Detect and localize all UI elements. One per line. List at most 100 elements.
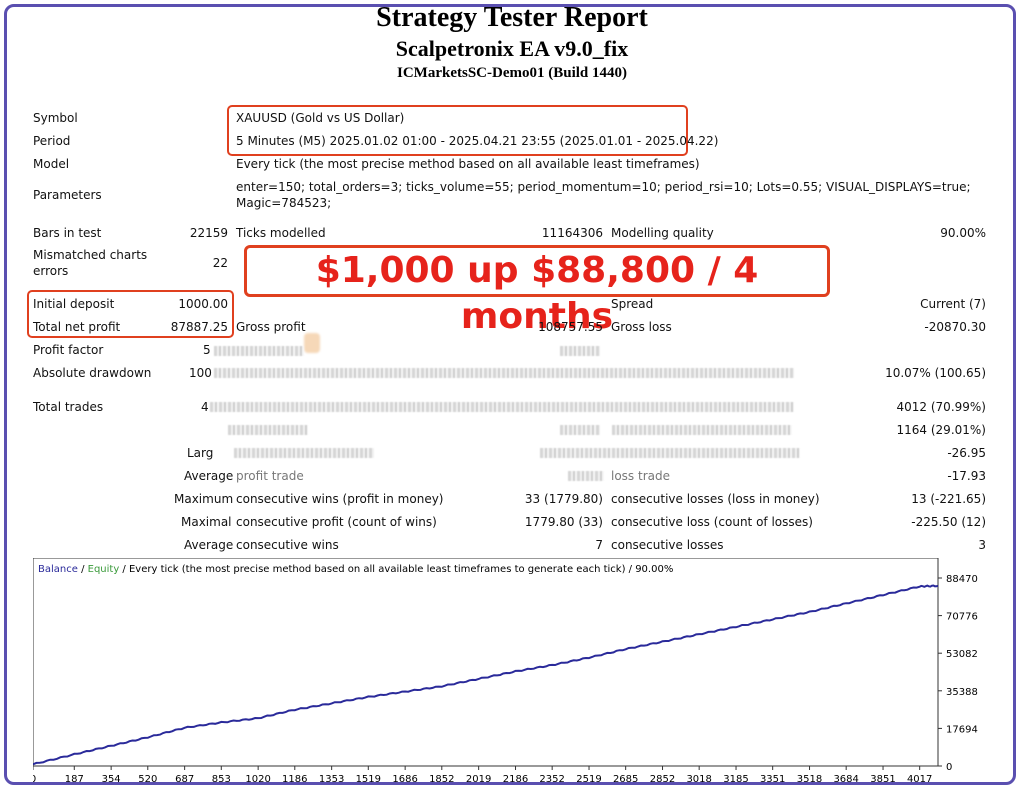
- profit-headline-overlay: $1,000 up $88,800 / 4 months: [244, 245, 830, 337]
- absolute-drawdown-value: 100: [189, 366, 212, 380]
- net-profit-label: Total net profit: [33, 320, 121, 334]
- parameters-label: Parameters: [33, 188, 102, 202]
- total-trades-value: 4: [201, 400, 209, 414]
- model-label: Model: [33, 157, 70, 171]
- x-tick-label: 2685: [613, 774, 638, 785]
- ticks-value: 11164306: [541, 226, 603, 240]
- mismatch-label-2: errors: [33, 264, 69, 278]
- y-tick-label: 70776: [946, 612, 978, 623]
- total-trades-label: Total trades: [33, 400, 104, 414]
- gross-loss-value: -20870.30: [924, 320, 986, 334]
- blurred-spot: [304, 333, 320, 353]
- quality-value: 90.00%: [940, 226, 986, 240]
- x-tick-label: 4017: [907, 774, 932, 785]
- maximal-loss-value: -225.50 (12): [911, 515, 986, 529]
- won-trades-value: 4012 (70.99%): [896, 400, 986, 414]
- redacted-text: [560, 425, 600, 435]
- balance-chart: Balance / Equity / Every tick (the most …: [33, 558, 978, 785]
- bars-value: 22159: [189, 226, 228, 240]
- period-label: Period: [33, 134, 71, 148]
- avg-cons-losses-value: 3: [978, 538, 986, 552]
- legend-rest: / Every tick (the most precise method ba…: [119, 564, 673, 575]
- plot-area: [33, 558, 939, 767]
- relative-drawdown-value: 10.07% (100.65): [885, 366, 986, 380]
- ticks-label: Ticks modelled: [236, 226, 326, 240]
- absolute-drawdown-label: Absolute drawdown: [33, 366, 152, 380]
- x-tick-label: 3684: [833, 774, 858, 785]
- avg-cons-wins-value: 7: [595, 538, 603, 552]
- max-wins-value: 33 (1779.80): [524, 492, 603, 506]
- x-tick-label: 2852: [650, 774, 675, 785]
- redacted-text: [214, 368, 794, 378]
- legend-balance: Balance: [38, 564, 78, 575]
- y-tick-label: 88470: [946, 574, 978, 585]
- x-tick-label: 2519: [576, 774, 601, 785]
- symbol-period-highlight: [227, 105, 688, 156]
- redacted-text: [540, 448, 800, 458]
- x-tick-label: 1020: [245, 774, 270, 785]
- x-tick-label: 687: [175, 774, 194, 785]
- parameters-line-2: Magic=784523;: [236, 196, 332, 210]
- svg-text:Balance / Equity / Every tick: Balance / Equity / Every tick (the most …: [38, 564, 673, 575]
- y-tick-label: 0: [946, 762, 952, 773]
- mismatch-value: 22: [212, 256, 228, 270]
- gross-profit-label: Gross profit: [236, 320, 306, 334]
- x-tick-label: 3018: [686, 774, 711, 785]
- lost-trades-value: 1164 (29.01%): [896, 423, 986, 437]
- maximal-profit-value: 1779.80 (33): [524, 515, 603, 529]
- gross-profit-value: 108757.55: [538, 320, 603, 334]
- x-tick-label: 3185: [723, 774, 748, 785]
- bars-label: Bars in test: [33, 226, 102, 240]
- profit-factor-label: Profit factor: [33, 343, 104, 357]
- max-losses-value: 13 (-221.65): [911, 492, 986, 506]
- report-title: Strategy Tester Report: [376, 2, 648, 33]
- avg-cons-losses-label: consecutive losses: [611, 538, 724, 552]
- y-tick-label: 53082: [946, 649, 978, 660]
- symbol-label: Symbol: [33, 111, 78, 125]
- redacted-text: [214, 346, 304, 356]
- x-tick-label: 1353: [319, 774, 344, 785]
- max-wins-label: consecutive wins (profit in money): [236, 492, 444, 506]
- x-tick-label: 354: [102, 774, 121, 785]
- gross-loss-label: Gross loss: [611, 320, 672, 334]
- spread-value: Current (7): [920, 297, 986, 311]
- balance-line: [33, 584, 939, 766]
- x-tick-label: 1186: [282, 774, 307, 785]
- x-tick-label: 853: [212, 774, 231, 785]
- period-value: 5 Minutes (M5) 2025.01.02 01:00 - 2025.0…: [236, 134, 719, 148]
- ea-name: Scalpetronix EA v9.0_fix: [395, 36, 629, 61]
- legend-equity: Equity: [88, 564, 120, 575]
- net-profit-value: 87887.25: [170, 320, 228, 334]
- average-consecutive-label: Average: [184, 538, 234, 552]
- deposit-profit-highlight: [27, 290, 234, 338]
- model-value: Every tick (the most precise method base…: [236, 157, 700, 171]
- average-loss-label: loss trade: [611, 469, 670, 483]
- redacted-text: [612, 425, 792, 435]
- x-tick-label: 3351: [760, 774, 785, 785]
- x-tick-label: 1852: [429, 774, 454, 785]
- largest-label: Larg: [187, 446, 214, 460]
- largest-loss-value: -26.95: [947, 446, 986, 460]
- x-tick-label: 1686: [392, 774, 417, 785]
- redacted-text: [234, 448, 374, 458]
- profit-factor-value: 5: [203, 343, 211, 357]
- x-tick-label: 3518: [797, 774, 822, 785]
- average-profit-label: profit trade: [236, 469, 304, 483]
- avg-cons-wins-label: consecutive wins: [236, 538, 339, 552]
- x-tick-label: 2186: [503, 774, 528, 785]
- maximal-profit-label: consecutive profit (count of wins): [236, 515, 437, 529]
- redacted-text: [210, 402, 794, 412]
- report-frame: [4, 4, 1016, 785]
- maximum-label: Maximum: [174, 492, 234, 506]
- mismatch-label-1: Mismatched charts: [33, 248, 148, 262]
- x-tick-label: 2352: [539, 774, 564, 785]
- symbol-value: XAUUSD (Gold vs US Dollar): [236, 111, 405, 125]
- parameters-line-1: enter=150; total_orders=3; ticks_volume=…: [236, 180, 971, 194]
- legend-sep: /: [78, 564, 88, 575]
- redacted-text: [560, 346, 600, 356]
- redacted-text: [568, 471, 604, 481]
- x-tick-label: 187: [65, 774, 84, 785]
- max-losses-label: consecutive losses (loss in money): [611, 492, 820, 506]
- maximal-loss-label: consecutive loss (count of losses): [611, 515, 813, 529]
- x-tick-label: 520: [138, 774, 157, 785]
